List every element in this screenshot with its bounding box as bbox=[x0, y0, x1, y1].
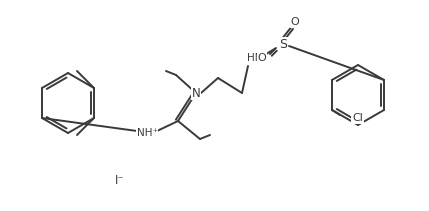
Text: NH⁺: NH⁺ bbox=[136, 128, 157, 138]
Text: Cl: Cl bbox=[352, 113, 363, 123]
Text: O: O bbox=[258, 53, 266, 63]
Text: N: N bbox=[192, 87, 200, 100]
Text: O: O bbox=[290, 17, 299, 27]
Text: I⁻: I⁻ bbox=[115, 173, 125, 187]
Text: HN: HN bbox=[247, 53, 263, 63]
Text: S: S bbox=[279, 38, 287, 50]
